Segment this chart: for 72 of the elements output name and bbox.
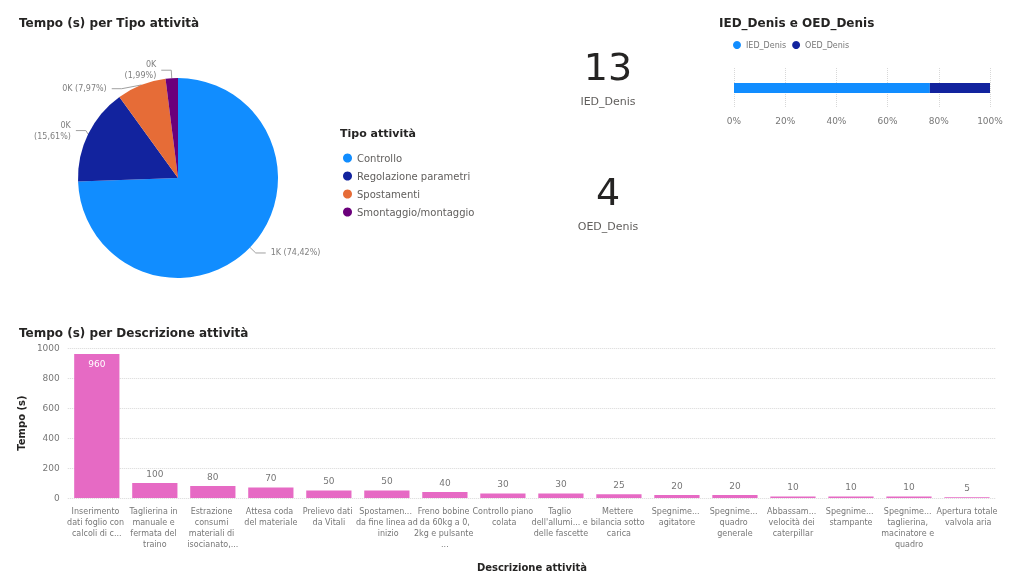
legend-label: Regolazione parametri: [357, 170, 471, 182]
x-tick-label: Attesa coda del materiale: [244, 507, 298, 527]
legend-title: Tipo attività: [340, 127, 416, 140]
x-tick-label: Prelievo dati da Vitali: [302, 507, 355, 527]
y-tick-label: 600: [42, 403, 61, 413]
bar: [364, 490, 410, 498]
x-tick-label: Spegnime... quadro generale: [709, 507, 761, 538]
x-tick-label: 100%: [977, 115, 1004, 126]
x-tick-label: 40%: [826, 115, 847, 126]
data-label: 0K (7,97%): [62, 84, 107, 94]
x-tick-label: Mettere bilancia sotto carica: [590, 507, 648, 538]
text: 4: [595, 170, 621, 214]
data-label: 10: [845, 482, 857, 492]
legend-label: IED_Denis: [746, 40, 787, 50]
text: IED_Denis: [580, 95, 636, 108]
data-label: 0K (1,99%): [124, 60, 157, 81]
x-tick-label: Apertura totale valvola aria: [936, 507, 998, 527]
data-label: 50: [381, 476, 393, 486]
bar: [132, 483, 178, 498]
x-tick-label: Estrazione consumi materiali di isocianato,...: [187, 507, 239, 549]
legend-label: Controllo: [357, 152, 403, 164]
data-label: 80: [207, 471, 219, 482]
chart-title: Tempo (s) per Descrizione attività: [19, 326, 249, 340]
bar: [480, 493, 526, 498]
x-tick-label: 80%: [928, 115, 950, 126]
data-label: 50: [323, 476, 335, 486]
data-label: 30: [555, 479, 567, 489]
y-tick-label: 800: [42, 373, 61, 383]
bar: [248, 487, 294, 498]
y-tick-label: 400: [42, 433, 61, 443]
data-label: 960: [88, 358, 106, 369]
x-tick-label: Spegnime... taglierina, macinatore e quadro: [881, 507, 937, 549]
data-label: 1K (74,42%): [270, 248, 321, 258]
x-tick-label: Taglierina in manuale e fermata del traino: [128, 507, 181, 549]
data-label: 25: [613, 479, 625, 490]
bar: [596, 494, 642, 498]
x-tick-label: Spegnime... agitatore: [651, 507, 703, 527]
bar: [538, 493, 584, 498]
x-tick-label: 60%: [877, 115, 899, 126]
data-label: 40: [439, 477, 451, 488]
data-label: 20: [671, 480, 683, 491]
bar: [422, 492, 468, 498]
chart-title: IED_Denis e OED_Denis: [719, 16, 875, 31]
data-label: 100: [146, 468, 164, 479]
y-tick-label: 0: [54, 493, 61, 503]
x-tick-label: Spegnime... stampante: [825, 507, 877, 527]
bar: [712, 495, 758, 498]
x-tick-label: 0%: [726, 115, 742, 126]
text: OED_Denis: [577, 220, 639, 233]
y-tick-label: 1000: [36, 343, 61, 353]
y-axis-title: Tempo (s): [15, 395, 27, 451]
data-label: 0K (15,61%): [34, 120, 72, 141]
legend-label: Spostamenti: [357, 188, 421, 200]
x-tick-label: 20%: [775, 115, 796, 126]
data-label: 10: [903, 482, 915, 492]
x-axis-title: Descrizione attività: [476, 561, 587, 573]
legend-label: Smontaggio/montaggio: [357, 206, 475, 218]
bar: [654, 495, 700, 498]
x-tick-label: Inserimento dati foglio con calcoli di c...: [67, 507, 127, 538]
bar: [190, 486, 236, 498]
legend-label: OED_Denis: [805, 40, 850, 50]
text: 13: [583, 45, 633, 89]
bar: [74, 354, 120, 498]
chart-title: Tempo (s) per Tipo attività: [19, 16, 200, 30]
bar: [306, 490, 352, 498]
x-tick-label: Abbassam... velocità dei caterpillar: [767, 507, 819, 538]
data-label: 10: [787, 482, 799, 492]
data-label: 30: [497, 479, 509, 489]
data-label: 20: [729, 480, 741, 491]
data-label: 70: [265, 473, 277, 483]
data-label: 5: [964, 482, 970, 493]
y-tick-label: 200: [42, 463, 61, 473]
